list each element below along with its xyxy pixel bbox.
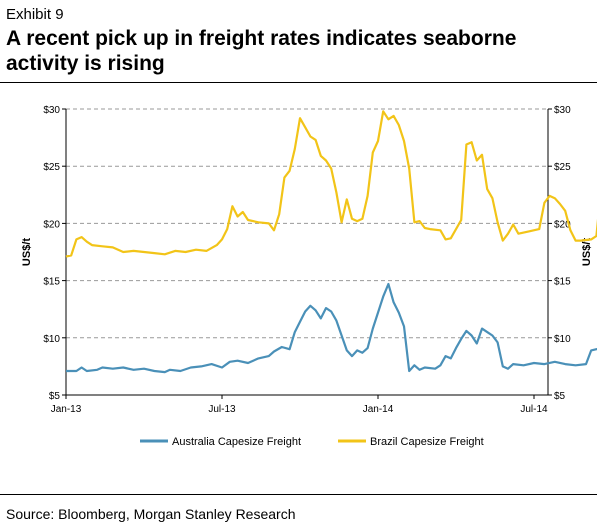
source-note: Source: Bloomberg, Morgan Stanley Resear… — [6, 506, 296, 522]
y-tick-label-right: $15 — [554, 277, 571, 288]
y-tick-label-left: $5 — [49, 391, 61, 402]
y-axis-label-left: US$/t — [21, 238, 33, 266]
y-tick-label-left: $10 — [43, 334, 60, 345]
exhibit-label: Exhibit 9 — [6, 6, 64, 23]
bottom-rule — [0, 494, 597, 495]
y-tick-label-right: $30 — [554, 105, 571, 116]
chart-title: A recent pick up in freight rates indica… — [6, 27, 517, 75]
y-tick-label-right: $5 — [554, 391, 566, 402]
y-tick-label-left: $30 — [43, 105, 60, 116]
legend-label: Brazil Capesize Freight — [370, 436, 484, 448]
y-tick-label-right: $25 — [554, 162, 571, 173]
x-tick-label: Jul-13 — [208, 404, 236, 415]
y-tick-label-left: $25 — [43, 162, 60, 173]
y-axis-label-right: US$/t — [581, 238, 593, 266]
brazil-capesize-line — [65, 110, 597, 258]
y-tick-label-right: $10 — [554, 334, 571, 345]
y-tick-label-right: $20 — [554, 219, 571, 230]
legend-label: Australia Capesize Freight — [172, 436, 301, 448]
top-rule — [0, 82, 597, 83]
y-tick-label-left: $20 — [43, 219, 60, 230]
australia-capesize-line — [66, 282, 597, 374]
x-tick-label: Jul-14 — [520, 404, 548, 415]
x-tick-label: Jan-13 — [51, 404, 82, 415]
x-tick-label: Jan-14 — [363, 404, 394, 415]
y-tick-label-left: $15 — [43, 277, 60, 288]
